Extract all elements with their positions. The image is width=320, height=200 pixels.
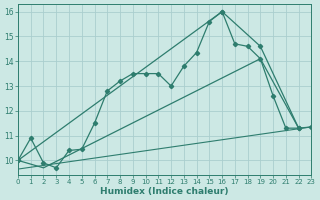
X-axis label: Humidex (Indice chaleur): Humidex (Indice chaleur) bbox=[100, 187, 229, 196]
